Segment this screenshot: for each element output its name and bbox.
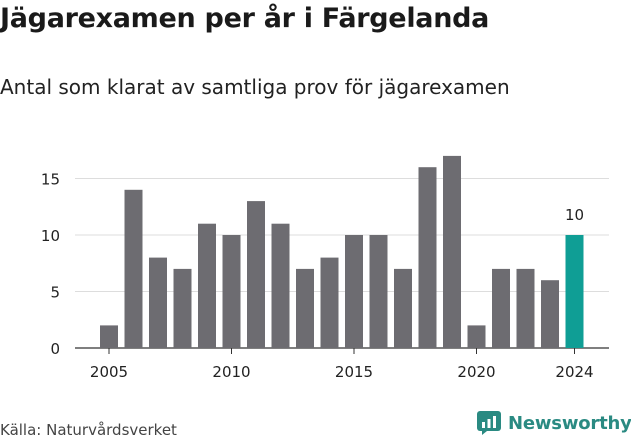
bar-2008	[173, 268, 192, 348]
bar-2005	[100, 325, 118, 348]
source-note: Källa: Naturvårdsverket	[0, 421, 177, 439]
bar-2013	[296, 268, 314, 348]
x-tick-label: 2020	[457, 363, 495, 381]
y-tick-label: 0	[50, 340, 60, 358]
x-tick-label: 2010	[212, 363, 250, 381]
newsworthy-icon	[477, 411, 501, 435]
brand-name: Newsworthy	[508, 412, 631, 434]
x-tick-label: 2024	[555, 363, 593, 381]
bar-2011	[247, 201, 265, 348]
x-tick-label: 2005	[90, 363, 128, 381]
bars	[100, 155, 584, 348]
data-label: 10	[565, 206, 584, 224]
data-labels: 10	[565, 206, 584, 224]
brand-logo: Newsworthy	[476, 410, 631, 436]
bar-2009	[198, 223, 216, 348]
bar-2023	[541, 280, 559, 348]
y-tick-label: 15	[41, 171, 60, 189]
bar-2020	[467, 325, 486, 348]
y-tick-label: 5	[50, 284, 60, 302]
y-tick-label: 10	[41, 227, 60, 245]
bar-2017	[394, 268, 412, 348]
bar-2010	[222, 235, 241, 348]
bar-2021	[492, 268, 510, 348]
bar-2018	[418, 167, 437, 348]
x-tick-label: 2015	[335, 363, 373, 381]
bar-2012	[271, 223, 290, 348]
bar-2014	[320, 257, 339, 348]
bar-2015	[345, 235, 363, 348]
bar-2006	[124, 189, 143, 348]
bar-2019	[443, 155, 461, 348]
chart-title: Jägarexamen per år i Färgelanda	[0, 3, 490, 34]
bar-2024	[565, 235, 584, 348]
bar-2007	[149, 257, 167, 348]
bar-2022	[516, 268, 535, 348]
y-axis-ticks: 0 5 10 15	[41, 171, 60, 359]
x-axis-ticks: 2005 2010 2015 2020 2024	[90, 348, 594, 381]
chart-subtitle: Antal som klarat av samtliga prov för jä…	[0, 75, 510, 99]
bar-2016	[369, 235, 388, 348]
